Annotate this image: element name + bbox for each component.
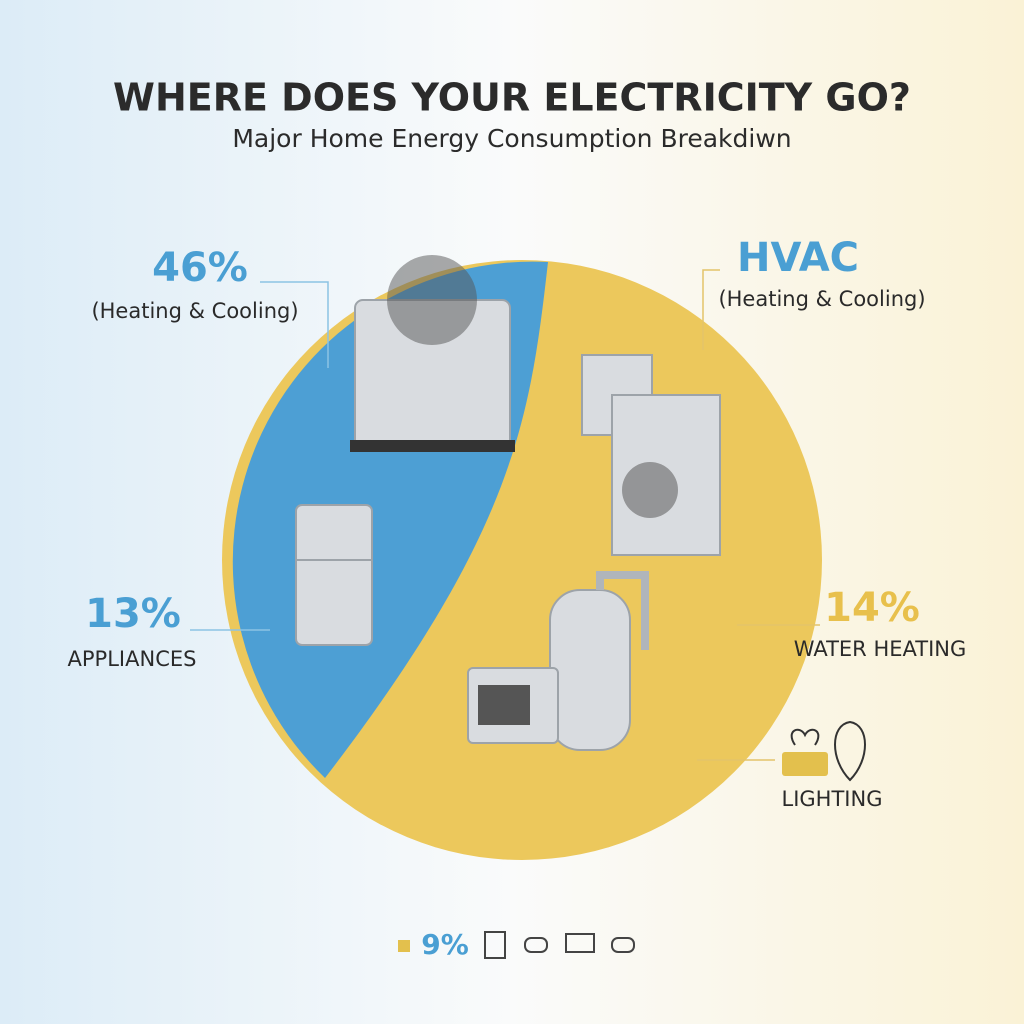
label-value: 46% xyxy=(152,245,248,291)
label-value: 14% xyxy=(824,585,920,631)
label-caption: LIGHTING xyxy=(782,787,883,811)
footer-icons xyxy=(484,931,635,959)
ac-unit-icon xyxy=(350,255,515,452)
label-caption: WATER HEATING xyxy=(794,637,967,661)
footer-value: 9% xyxy=(421,928,469,961)
subtitle: Major Home Energy Consumption Breakdiwn xyxy=(232,124,791,153)
lighting-icons xyxy=(782,720,866,782)
leader-line xyxy=(702,269,720,350)
title: WHERE DOES YOUR ELECTRICITY GO? xyxy=(113,76,911,120)
label-value: HVAC xyxy=(737,235,859,281)
label-caption: APPLIANCES xyxy=(68,647,197,671)
label-value: 13% xyxy=(85,591,181,637)
leader-line xyxy=(260,281,329,368)
label-caption: (Heating & Cooling) xyxy=(718,287,925,311)
label-caption: (Heating & Cooling) xyxy=(91,299,298,323)
fridge-icon xyxy=(295,504,373,646)
heat-pump-icon xyxy=(581,354,721,556)
water-heater-icon xyxy=(467,571,649,751)
legend-swatch xyxy=(398,940,410,952)
